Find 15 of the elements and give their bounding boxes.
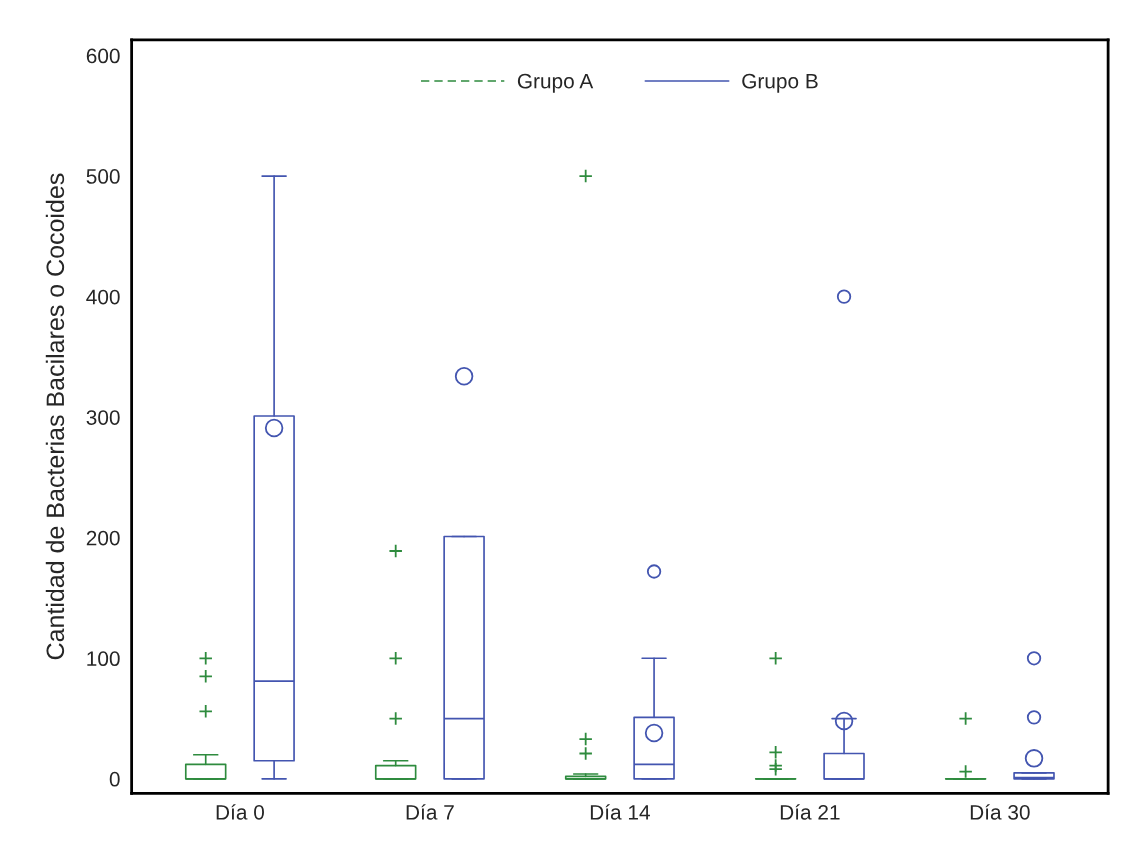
y-tick-label: 600 bbox=[86, 48, 120, 64]
y-tick-label: 200 bbox=[86, 530, 120, 546]
x-tick-label: Día 14 bbox=[590, 804, 650, 820]
x-tick-label: Día 21 bbox=[780, 804, 840, 820]
y-tick-label: 300 bbox=[86, 410, 120, 425]
y-tick-label: 400 bbox=[86, 289, 120, 305]
y-tick-label: 0 bbox=[109, 771, 120, 787]
y-axis-title: Cantidad de Bacterias Bacilares o Cocoides bbox=[45, 173, 65, 660]
legend-label: Grupo A bbox=[517, 73, 594, 93]
y-tick-label: 100 bbox=[87, 651, 120, 667]
x-tick-label: Día 30 bbox=[970, 804, 1030, 820]
x-tick-label: Día 7 bbox=[406, 804, 454, 820]
legend-label: Grupo B bbox=[742, 73, 818, 93]
y-tick-label: 500 bbox=[86, 169, 120, 184]
x-tick-label: Día 0 bbox=[216, 804, 264, 820]
